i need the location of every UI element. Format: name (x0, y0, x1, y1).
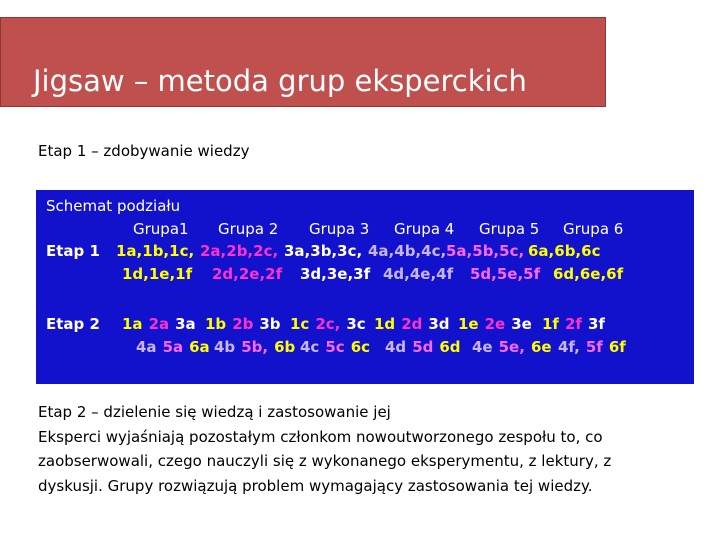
cell-text: 3f (587, 315, 605, 333)
cell-text: 1e (458, 315, 479, 333)
cell-text: 2a (148, 315, 170, 333)
cell: 4a 5a 6a (136, 338, 210, 356)
cell-text: 5b, (241, 338, 269, 356)
cell-text: 6a (189, 338, 210, 356)
section-heading: Etap 2 – dzielenie się wiedzą i zastosow… (38, 403, 391, 421)
cell-text: 5c (325, 338, 345, 356)
cell: 1f 2f 3f (542, 315, 605, 333)
cell-text: 6d (439, 338, 461, 356)
cell: 4d 5d 6d (385, 338, 461, 356)
column-header: Grupa 6 (563, 220, 624, 238)
column-header: Grupa 5 (479, 220, 540, 238)
cell-text: 6a,6b,6c (528, 242, 601, 260)
cell: 4a,4b,4c, (368, 242, 446, 260)
cell-text: 1f (542, 315, 559, 333)
column-header: Grupa 2 (218, 220, 279, 238)
title: Jigsaw – metoda grup eksperckich (33, 64, 527, 98)
cell-text: 3b (259, 315, 281, 333)
cell-text: 3e (511, 315, 532, 333)
cell-text: 6d,6e,6f (553, 265, 624, 283)
cell-text: 4f, (558, 338, 580, 356)
cell-text: 5f (585, 338, 603, 356)
cell-text: 2a,2b,2c, (200, 242, 279, 260)
cell-text: 1a (122, 315, 143, 333)
diagram-box: Schemat podziału Grupa1 Grupa 2 Grupa 3 Grup… (36, 190, 694, 384)
cell-text: 4e (472, 338, 493, 356)
cell-text: 5a (162, 338, 184, 356)
cell: 1d,1e,1f (122, 265, 192, 283)
column-header: Grupa 3 (309, 220, 370, 238)
cell-text: 1d (374, 315, 396, 333)
column-header: Grupa 4 (394, 220, 455, 238)
cell-text: 1b (205, 315, 227, 333)
cell: 4d,4e,4f (383, 265, 453, 283)
cell: 5d,5e,5f (470, 265, 540, 283)
cell: 4e 5e, 6e (472, 338, 552, 356)
row-label: Etap 1 (46, 242, 100, 260)
row-label: Etap 2 (46, 315, 100, 333)
cell-text: 3c (346, 315, 366, 333)
caption: Schemat podziału (46, 197, 181, 215)
cell: 3d,3e,3f (300, 265, 370, 283)
cell-text: 6f (608, 338, 626, 356)
cell-text: 5d (412, 338, 434, 356)
cell-text: 2b (232, 315, 254, 333)
cell-text: 3d,3e,3f (300, 265, 371, 283)
cell-text: 6e (530, 338, 552, 356)
cell-text: 5e, (498, 338, 525, 356)
cell-text: 4c (300, 338, 320, 356)
cell-text: 4a,4b,4c, (368, 242, 447, 260)
cell-text: 3a (175, 315, 196, 333)
cell-text: 2f (564, 315, 582, 333)
cell-text: 2e (484, 315, 506, 333)
cell-text: 1c (290, 315, 310, 333)
cell-text: 3a,3b,3c, (284, 242, 363, 260)
title-bar: Jigsaw – metoda grup eksperckich (0, 17, 606, 107)
cell-text: 5a,5b,5c, (446, 242, 525, 260)
cell-text: 1a,1b,1c, (116, 242, 195, 260)
cell-text: 2d (401, 315, 423, 333)
cell-text: 5d,5e,5f (470, 265, 541, 283)
cell: 6d,6e,6f (553, 265, 623, 283)
cell: 5a,5b,5c, (446, 242, 524, 260)
column-header: Grupa1 (133, 220, 189, 238)
cell: 1e 2e 3e (458, 315, 532, 333)
cell-text: 2d,2e,2f (212, 265, 283, 283)
cell: 4f, 5f 6f (558, 338, 626, 356)
cell-text: 2c, (315, 315, 341, 333)
cell-text: 4b (214, 338, 236, 356)
paragraph-line: zaobserwowali, czego nauczyli się z wyko… (38, 452, 612, 470)
cell-text: 6c (350, 338, 371, 356)
cell-text: 3d (428, 315, 450, 333)
cell: 1a 2a 3a (122, 315, 196, 333)
cell: 1c 2c, 3c (290, 315, 366, 333)
cell: 6a,6b,6c (528, 242, 600, 260)
paragraph-line: Eksperci wyjaśniają pozostałym członkom … (38, 427, 603, 446)
cell-text: 1d,1e,1f (122, 265, 193, 283)
cell-text: 4a (136, 338, 157, 356)
cell-text: 4d,4e,4f (383, 265, 454, 283)
section-2: Etap 2 – dzielenie się wiedzą i zastosow… (38, 400, 611, 498)
cell: 1a,1b,1c, (116, 242, 194, 260)
cell: 2a,2b,2c, (200, 242, 278, 260)
cell: 3a,3b,3c, (284, 242, 362, 260)
cell: 1b 2b 3b (205, 315, 281, 333)
cell: 1d 2d 3d (374, 315, 450, 333)
section-heading: Etap 1 – zdobywanie wiedzy (38, 142, 250, 160)
cell: 4b 5b, 6b (214, 338, 295, 356)
cell: 4c 5c 6c (300, 338, 370, 356)
cell-text: 6b (274, 338, 296, 356)
cell-text: 4d (385, 338, 407, 356)
paragraph-line: dyskusji. Grupy rozwiązują problem wymag… (38, 476, 593, 495)
cell: 2d,2e,2f (212, 265, 282, 283)
